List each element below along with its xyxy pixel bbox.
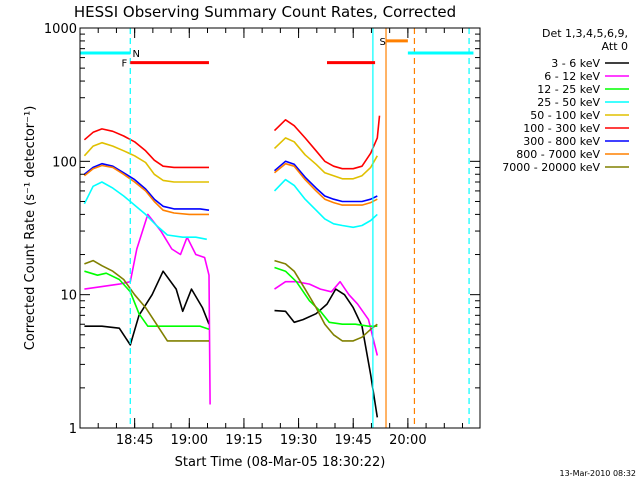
series-line-8: [84, 259, 378, 342]
series-line-5: [83, 115, 381, 170]
legend-entry-label-8: 7000 - 20000 keV: [502, 161, 600, 174]
legend-entry-label-4: 50 - 100 keV: [530, 109, 600, 122]
y-tick-label-1: 10: [60, 289, 77, 304]
legend-title-line-2: Att 0: [602, 40, 628, 53]
x-axis-label: Start Time (08-Mar-05 18:30:22): [175, 455, 386, 470]
y-tick-label-2: 100: [52, 155, 77, 170]
x-tick-label-2: 19:15: [225, 433, 262, 448]
marker-label-F: F: [122, 59, 128, 70]
x-tick-label-4: 19:45: [334, 433, 371, 448]
chart-title: HESSI Observing Summary Count Rates, Cor…: [74, 3, 456, 21]
legend-entry-label-7: 800 - 7000 keV: [516, 148, 600, 161]
marker-label-N: N: [132, 49, 139, 60]
y-tick-label-3: 1000: [44, 22, 77, 37]
plot-area: FN S 1 10 100 1000 18:45 19:00 19:15 19:30 19:45 20…: [44, 22, 629, 448]
legend-title-line-1: Det 1,3,4,5,6,9,: [542, 27, 628, 40]
legend-entry-label-1: 6 - 12 keV: [544, 70, 600, 83]
series-line-2: [84, 266, 378, 331]
series-line-1: [84, 213, 379, 405]
x-tick-label-1: 19:00: [171, 433, 208, 448]
series-line-0: [84, 270, 379, 418]
series-line-4: [83, 137, 378, 183]
x-tick-label-5: 20:00: [389, 433, 426, 448]
y-tick-label-0: 1: [69, 422, 77, 437]
series-line-6: [83, 160, 378, 211]
series-line-3: [83, 178, 378, 241]
marker-label-S: S: [379, 37, 385, 48]
x-tick-label-0: 18:45: [116, 433, 153, 448]
y-axis-label: Corrected Count Rate (s⁻¹ detector⁻¹): [23, 106, 38, 351]
footer-timestamp: 13-Mar-2010 08:32: [560, 469, 637, 478]
legend-entry-label-3: 25 - 50 keV: [537, 96, 600, 109]
x-tick-label-3: 19:30: [280, 433, 317, 448]
legend-entry-label-6: 300 - 800 keV: [523, 135, 600, 148]
series-line-7: [83, 162, 378, 216]
legend-entry-label-0: 3 - 6 keV: [551, 57, 600, 70]
legend-entry-label-2: 12 - 25 keV: [537, 83, 600, 96]
plot-frame: [79, 27, 481, 429]
legend-entry-label-5: 100 - 300 keV: [523, 122, 600, 135]
